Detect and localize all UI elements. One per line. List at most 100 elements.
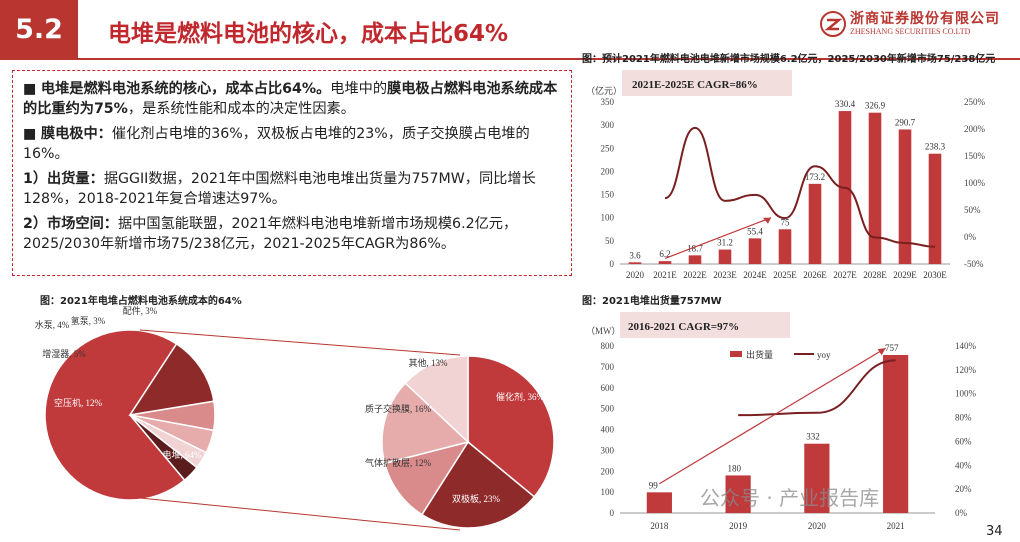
x-tick-label: 2026E bbox=[803, 270, 827, 280]
y2-tick-label: 40% bbox=[955, 460, 972, 470]
section-badge: 5.2 bbox=[0, 0, 78, 58]
p2-text: 催化剂占电堆的36%，双极板占电堆的23%，质子交换膜占电堆的16%。 bbox=[23, 126, 530, 162]
x-tick-label: 2029E bbox=[893, 270, 917, 280]
bar bbox=[725, 475, 751, 513]
pie-label: 配件, 3% bbox=[123, 305, 158, 316]
pie-label: 其他, 13% bbox=[409, 357, 449, 368]
p1-end: ，是系统性能和成本的决定性因素。 bbox=[127, 101, 355, 117]
data-label: 3.6 bbox=[629, 250, 641, 260]
data-label: 290.7 bbox=[895, 117, 916, 127]
cagr-arrow bbox=[659, 347, 886, 485]
chart-caption-shipments: 图：2021电堆出货量757MW bbox=[582, 296, 722, 307]
data-label: 330.4 bbox=[835, 99, 856, 109]
p3-bold: 1）出货量： bbox=[23, 171, 104, 187]
y-axis-unit: （MW） bbox=[586, 326, 621, 336]
data-label: 99 bbox=[649, 480, 659, 490]
pie-slice bbox=[383, 440, 470, 516]
connector-line bbox=[139, 497, 461, 531]
pie-slice bbox=[44, 329, 186, 501]
p1-highlight: 膜电极占燃料电池系统成本的比重约为75% bbox=[23, 81, 558, 117]
pie-slice bbox=[467, 355, 555, 498]
y2-tick-label: -50% bbox=[964, 259, 984, 269]
company-logo: 浙商证券股份有限公司 ZHESHANG SECURITIES CO.LTD bbox=[820, 8, 1010, 42]
y2-tick-label: 200% bbox=[964, 124, 986, 134]
pie-label: 气体扩散层, 12% bbox=[365, 457, 432, 468]
market-size-chart: 2021E-2025E CAGR=86% （亿元） 0 50 100 150 200 250 3… bbox=[586, 70, 986, 280]
y-tick-label: 500 bbox=[601, 404, 615, 414]
y2-tick-label: 100% bbox=[955, 389, 977, 399]
chart-caption-pie: 图：2021年电堆占燃料电池系统成本的64% bbox=[40, 296, 242, 307]
paragraph-1: ■ 电堆是燃料电池系统的核心，成本占比64%。电堆中的膜电极占燃料电池系统成本的… bbox=[23, 81, 558, 117]
y2-tick-label: 150% bbox=[964, 151, 986, 161]
data-label: 75 bbox=[781, 217, 791, 227]
p1-mid: 电堆中的 bbox=[330, 81, 388, 97]
data-label: 238.3 bbox=[925, 142, 946, 152]
y2-tick-label: 0% bbox=[955, 508, 968, 518]
bar bbox=[898, 129, 912, 264]
p2-bold: 膜电极中： bbox=[40, 126, 112, 142]
header-divider bbox=[0, 58, 1020, 60]
pie-label: 水泵, 4% bbox=[35, 319, 70, 330]
x-tick-label: 2023E bbox=[713, 270, 737, 280]
p3-text: 据GGII数据，2021年中国燃料电池电堆出货量为757MW，同比增长128%，… bbox=[23, 171, 536, 207]
data-label: 173.2 bbox=[805, 172, 825, 182]
data-label: 326.9 bbox=[865, 101, 886, 111]
y-tick-label: 200 bbox=[601, 466, 615, 476]
yoy-line bbox=[738, 359, 896, 417]
x-tick-label: 2030E bbox=[923, 270, 947, 280]
y-tick-label: 300 bbox=[601, 445, 615, 455]
data-label: 6.2 bbox=[659, 249, 670, 259]
data-label: 31.2 bbox=[717, 238, 733, 248]
legend-bar-swatch bbox=[730, 351, 742, 357]
annotation-text: 2021E-2025E CAGR=86% bbox=[632, 79, 758, 91]
connector-line bbox=[139, 329, 461, 356]
bar bbox=[883, 354, 909, 513]
x-tick-label: 2028E bbox=[863, 270, 887, 280]
y-tick-label: 200 bbox=[601, 166, 615, 176]
y2-tick-label: 140% bbox=[955, 341, 977, 351]
page-title: 电堆是燃料电池的核心，成本占比64% bbox=[108, 21, 509, 47]
x-tick-label: 2021E bbox=[653, 270, 677, 280]
y-tick-label: 350 bbox=[601, 97, 615, 107]
pie-label: 催化剂, 36% bbox=[496, 391, 545, 402]
watermark: 公众号 · 产业报告库 bbox=[700, 486, 880, 510]
x-tick-label: 2022E bbox=[683, 270, 707, 280]
y-tick-label: 100 bbox=[601, 213, 615, 223]
data-label: 180 bbox=[728, 463, 742, 473]
y-tick-label: 0 bbox=[610, 259, 615, 269]
bar bbox=[718, 249, 732, 264]
y2-tick-label: 250% bbox=[964, 97, 986, 107]
y2-tick-label: 0% bbox=[964, 232, 977, 242]
paragraph-4: 2）市场空间：据中国氢能联盟，2021年燃料电池电堆新增市场规模6.2亿元，20… bbox=[23, 214, 561, 254]
pie-label: 质子交换膜, 16% bbox=[365, 403, 432, 414]
logo-text-cn: 浙商证券股份有限公司 bbox=[850, 11, 1000, 27]
pie-label: 增湿器, 5% bbox=[42, 348, 86, 359]
section-number: 5.2 bbox=[15, 13, 63, 45]
shipments-chart: 2016-2021 CAGR=97% （MW） 0 100 200 300 400 500 60… bbox=[586, 312, 977, 531]
pie-label: 双极板, 23% bbox=[452, 493, 501, 504]
y2-tick-label: 60% bbox=[955, 436, 972, 446]
pie-label: 电堆, 64% bbox=[163, 449, 203, 460]
cost-pie-charts: 电堆, 64% 空压机, 12% 增湿器, 5% 水泵, 4% 氢泵, 3% 配件, 3%… bbox=[35, 305, 555, 531]
x-tick-label: 2019 bbox=[729, 521, 748, 531]
growth-line bbox=[664, 126, 936, 248]
paragraph-3: 1）出货量：据GGII数据，2021年中国燃料电池电堆出货量为757MW，同比增… bbox=[23, 169, 561, 209]
pie-label: 氢泵, 3% bbox=[71, 315, 106, 326]
y2-tick-label: 120% bbox=[955, 365, 977, 375]
data-label: 332 bbox=[806, 432, 820, 442]
bar bbox=[778, 229, 792, 264]
y-axis-unit: （亿元） bbox=[586, 85, 622, 96]
p4-bold: 2）市场空间： bbox=[23, 216, 118, 232]
data-label: 757 bbox=[885, 343, 899, 353]
pie-label: 空压机, 12% bbox=[54, 397, 103, 408]
y-tick-label: 250 bbox=[601, 143, 615, 153]
logo-icon bbox=[820, 11, 846, 37]
x-tick-label: 2027E bbox=[833, 270, 857, 280]
y-tick-label: 300 bbox=[601, 120, 615, 130]
pie-slice bbox=[129, 414, 198, 482]
bar bbox=[868, 112, 882, 264]
bar bbox=[688, 255, 702, 264]
cagr-arrow bbox=[664, 217, 772, 260]
logo-text-en: ZHESHANG SECURITIES CO.LTD bbox=[850, 27, 971, 36]
p4-text: 据中国氢能联盟，2021年燃料电池电堆新增市场规模6.2亿元，2025/2030… bbox=[23, 216, 518, 252]
